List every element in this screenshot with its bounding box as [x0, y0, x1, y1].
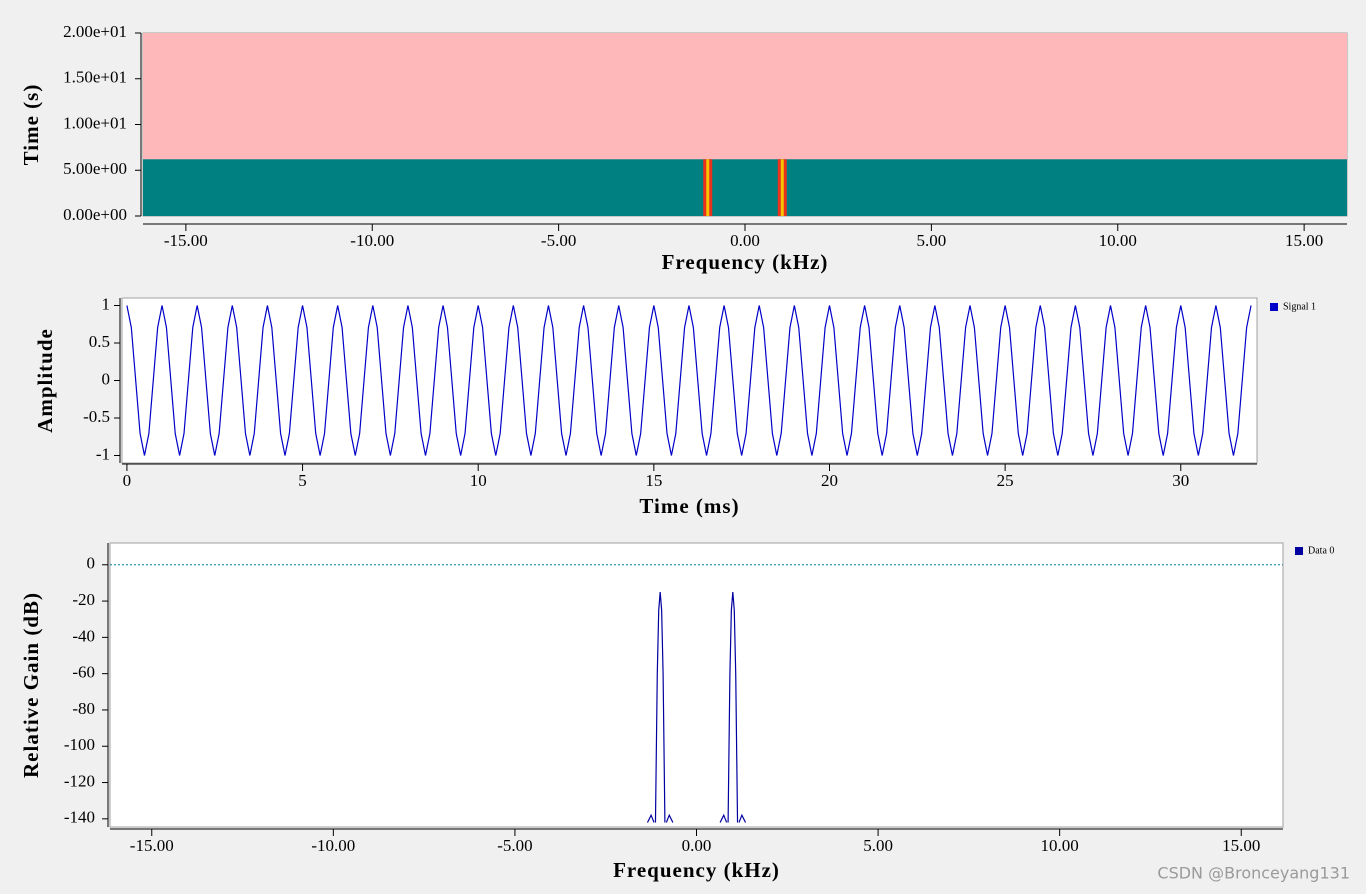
y-tick-label: 1.50e+01: [63, 68, 127, 87]
y-tick-label: 0.00e+00: [63, 205, 127, 224]
x-tick-label: 0: [123, 471, 132, 490]
y-tick-label: -120: [64, 771, 95, 790]
y-tick-label: 0: [102, 369, 111, 388]
x-tick-label: 10.00: [1099, 231, 1137, 250]
x-axis-title: Frequency (kHz): [662, 250, 829, 274]
x-tick-label: 15: [645, 471, 662, 490]
x-tick-label: 25: [997, 471, 1014, 490]
y-tick-label: 0: [87, 554, 96, 573]
peak-center: [706, 159, 710, 216]
y-tick-label: -40: [72, 626, 95, 645]
y-axis-title: Time (s): [19, 84, 43, 166]
x-tick-label: 5.00: [863, 836, 893, 855]
watermark: CSDN @Bronceyang131: [1157, 864, 1350, 883]
x-tick-label: 5.00: [917, 231, 947, 250]
series-line: [126, 305, 1252, 456]
plot-area: [121, 297, 1258, 464]
plot-content: [126, 305, 1252, 456]
x-tick-label: -10.00: [311, 836, 355, 855]
x-tick-label: -15.00: [130, 836, 174, 855]
y-tick-label: -80: [72, 699, 95, 718]
x-axis-title: Frequency (kHz): [613, 858, 780, 882]
x-tick-label: 15.00: [1222, 836, 1260, 855]
y-tick-label: -60: [72, 663, 95, 682]
legend-label: Data 0: [1308, 545, 1334, 556]
x-tick-label: 20: [821, 471, 838, 490]
legend-swatch: [1270, 303, 1278, 311]
y-tick-label: -1: [96, 444, 110, 463]
x-tick-label: -5.00: [541, 231, 576, 250]
legend-label: Signal 1: [1283, 301, 1316, 312]
x-tick-label: 0.00: [682, 836, 712, 855]
y-tick-label: 5.00e+00: [63, 159, 127, 178]
x-tick-label: 10.00: [1041, 836, 1079, 855]
y-tick-label: -140: [64, 808, 95, 827]
y-tick-label: 0.5: [89, 332, 110, 351]
x-tick-label: 10: [470, 471, 487, 490]
y-tick-label: -20: [72, 590, 95, 609]
x-tick-label: 30: [1172, 471, 1189, 490]
x-axis-title: Time (ms): [639, 494, 739, 518]
x-tick-label: 15.00: [1285, 231, 1323, 250]
series-line: [646, 591, 747, 823]
y-tick-label: 1: [102, 294, 111, 313]
x-tick-label: 0.00: [730, 231, 760, 250]
x-tick-label: 5: [298, 471, 307, 490]
legend-swatch: [1295, 547, 1303, 555]
y-axis-title: Relative Gain (dB): [19, 592, 43, 778]
x-tick-label: -5.00: [497, 836, 532, 855]
y-tick-label: -0.5: [83, 407, 110, 426]
plot-area: [109, 542, 1284, 828]
x-tick-label: -10.00: [350, 231, 394, 250]
peak-center: [780, 159, 784, 216]
plot-content: [110, 564, 1283, 823]
y-tick-label: -100: [64, 735, 95, 754]
filled-region: [143, 159, 1347, 216]
y-tick-label: 2.00e+01: [63, 22, 127, 41]
y-axis-title: Amplitude: [33, 328, 57, 433]
y-tick-label: 1.00e+01: [63, 113, 127, 132]
x-tick-label: -15.00: [164, 231, 208, 250]
plot-content: [143, 33, 1347, 216]
